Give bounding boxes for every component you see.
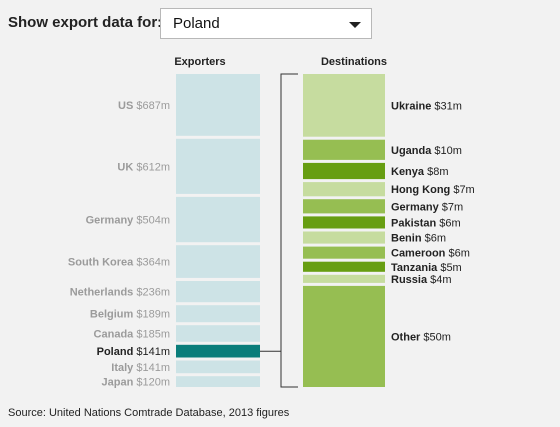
destination-label-ukraine[interactable]: Ukraine $31m — [391, 100, 462, 112]
exporter-label-uk[interactable]: UK $612m — [117, 161, 170, 173]
exporter-label-netherlands[interactable]: Netherlands $236m — [70, 287, 170, 299]
destination-bar-uganda[interactable] — [303, 139, 385, 160]
destination-label-pakistan[interactable]: Pakistan $6m — [391, 217, 461, 229]
exporter-label-germany[interactable]: Germany $504m — [86, 215, 170, 227]
country-select[interactable]: Poland — [160, 8, 372, 39]
exporter-bar-south-korea[interactable] — [176, 245, 260, 278]
destination-bar-pakistan[interactable] — [303, 216, 385, 229]
exporters-heading: Exporters — [174, 56, 225, 68]
destination-label-germany[interactable]: Germany $7m — [391, 201, 463, 213]
exporter-bar-us[interactable] — [176, 74, 260, 136]
destination-bar-ukraine[interactable] — [303, 74, 385, 137]
country-select-value: Poland — [173, 15, 220, 32]
exporter-label-canada[interactable]: Canada $185m — [94, 329, 170, 341]
exporter-label-south-korea[interactable]: South Korea $364m — [68, 257, 170, 269]
destination-label-tanzania[interactable]: Tanzania $5m — [391, 262, 462, 274]
destination-bar-tanzania[interactable] — [303, 261, 385, 272]
exporter-bar-germany[interactable] — [176, 196, 260, 243]
source-note: Source: United Nations Comtrade Database… — [8, 407, 290, 419]
exporter-label-poland[interactable]: Poland $141m — [97, 346, 170, 358]
destination-label-uganda[interactable]: Uganda $10m — [391, 145, 462, 157]
destinations-series: Ukraine $31m Uganda $10m Kenya $8m Hong Kon… — [303, 74, 475, 387]
exporter-label-us[interactable]: US $687m — [118, 100, 170, 112]
exporter-bar-netherlands[interactable] — [176, 281, 260, 303]
destination-bar-cameroon[interactable] — [303, 246, 385, 259]
exporter-bar-canada[interactable] — [176, 325, 260, 342]
destination-label-kenya[interactable]: Kenya $8m — [391, 166, 449, 178]
destination-label-hong-kong[interactable]: Hong Kong $7m — [391, 184, 475, 196]
destination-label-russia[interactable]: Russia $4m — [391, 274, 452, 286]
chevron-down-icon[interactable] — [349, 22, 361, 28]
destination-bar-other[interactable] — [303, 285, 385, 387]
exporter-bar-uk[interactable] — [176, 138, 260, 194]
destination-bar-germany[interactable] — [303, 199, 385, 214]
destination-bar-hong-kong[interactable] — [303, 182, 385, 197]
destination-bar-kenya[interactable] — [303, 162, 385, 180]
exporter-bar-poland[interactable] — [176, 344, 260, 358]
exporter-bar-japan[interactable] — [176, 376, 260, 387]
destination-label-benin[interactable]: Benin $6m — [391, 233, 446, 245]
export-chart: Exporters Destinations US $687m UK $612m G… — [68, 56, 475, 389]
exporters-series: US $687m UK $612m Germany $504m South Korea… — [68, 74, 260, 389]
selector-label: Show export data for: — [8, 14, 163, 31]
bracket-connector — [260, 73, 298, 388]
destination-label-cameroon[interactable]: Cameroon $6m — [391, 248, 470, 260]
exporter-bar-belgium[interactable] — [176, 305, 260, 323]
destination-bar-benin[interactable] — [303, 231, 385, 244]
destinations-heading: Destinations — [321, 56, 387, 68]
exporter-label-japan[interactable]: Japan $120m — [102, 377, 171, 389]
destination-bar-russia[interactable] — [303, 274, 385, 283]
exporter-bar-italy[interactable] — [176, 360, 260, 374]
destination-label-other[interactable]: Other $50m — [391, 332, 451, 344]
bracket-line — [260, 73, 298, 388]
exporter-label-belgium[interactable]: Belgium $189m — [90, 309, 170, 321]
exporter-label-italy[interactable]: Italy $141m — [111, 362, 170, 374]
